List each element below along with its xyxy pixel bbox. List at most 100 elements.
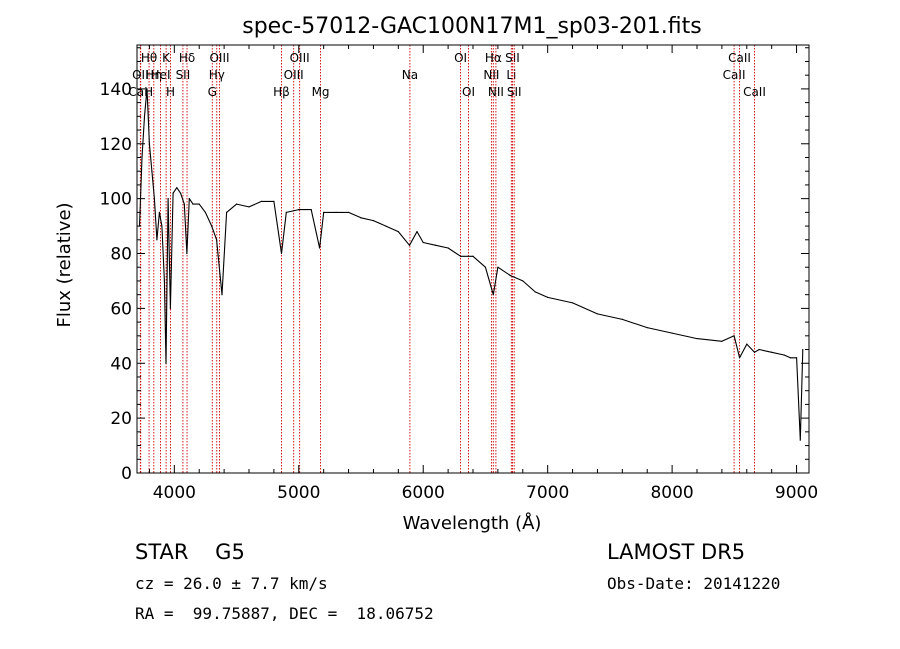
chart-title: spec-57012-GAC100N17M1_sp03-201.fits bbox=[242, 14, 702, 39]
spectrum-point bbox=[758, 348, 760, 351]
spectrum-point bbox=[188, 198, 190, 200]
spectral-line-label: H bbox=[166, 85, 175, 99]
spectrum-point bbox=[771, 351, 773, 353]
spectrum-point bbox=[235, 203, 238, 205]
spectrum-point bbox=[161, 225, 163, 227]
y-tick-label: 140 bbox=[100, 80, 132, 100]
x-tick-label: 7000 bbox=[526, 483, 569, 503]
spectrum-point bbox=[221, 294, 223, 296]
spectral-line-label: HeI bbox=[151, 68, 171, 82]
y-tick-label: 40 bbox=[110, 354, 132, 374]
spectrum-point bbox=[156, 239, 158, 241]
spectral-line-label: Na bbox=[402, 68, 418, 82]
spectral-line-label: OI bbox=[462, 85, 475, 99]
spectrum-point bbox=[447, 247, 449, 249]
spectrum-point bbox=[799, 439, 801, 441]
spectrum-point bbox=[416, 230, 418, 233]
spectral-line-label: OI bbox=[454, 51, 467, 65]
spectrum-point bbox=[285, 211, 287, 213]
spectrum-point bbox=[146, 88, 148, 90]
spectrum-point bbox=[172, 192, 174, 194]
spectral-line-label: Mg bbox=[312, 85, 330, 99]
spectrum-point bbox=[522, 280, 524, 282]
spectrum-point bbox=[347, 211, 350, 213]
spectrum-point bbox=[176, 187, 178, 189]
x-tick-label: 8000 bbox=[650, 483, 693, 503]
spectral-line-label: Hθ bbox=[141, 51, 157, 65]
spectrum-point bbox=[153, 198, 156, 200]
spectral-line-label: Hα bbox=[485, 51, 502, 65]
spectrum-point bbox=[497, 266, 499, 268]
spectrum-point bbox=[148, 143, 151, 145]
x-tick-label: 9000 bbox=[775, 483, 818, 503]
spectrum-point bbox=[360, 217, 362, 219]
spectrum-series bbox=[138, 88, 804, 441]
spectral-line-label: K bbox=[162, 51, 171, 65]
ra-dec-text: RA = 99.75887, DEC = 18.06752 bbox=[135, 604, 434, 623]
spectral-line-label: CaII bbox=[728, 51, 751, 65]
spectrum-point bbox=[192, 203, 194, 205]
survey-name-text: LAMOST DR5 bbox=[607, 540, 746, 564]
spectrum-point bbox=[459, 255, 462, 257]
spectrum-point bbox=[186, 252, 188, 255]
spectrum-point bbox=[248, 206, 250, 208]
spectral-line-label: NII bbox=[483, 68, 499, 82]
spectrum-point bbox=[509, 274, 511, 277]
spectral-line-label: NII bbox=[488, 85, 504, 99]
spectrum-point bbox=[795, 357, 798, 359]
spectrum-point bbox=[158, 211, 160, 213]
spectral-line-label: G bbox=[208, 85, 217, 99]
y-tick-label: 80 bbox=[110, 245, 132, 265]
spectrum-point bbox=[141, 156, 143, 159]
spectrum-point bbox=[547, 296, 549, 299]
spectrum-point bbox=[738, 357, 741, 359]
object-class-text: STAR G5 bbox=[135, 540, 245, 564]
axis-ticks: 4000 5000 6000 7000 8000 9000 0 20 40 60 80 100 120 1… bbox=[100, 45, 818, 503]
spectrum-point bbox=[671, 332, 673, 334]
y-axis-label: Flux (relative) bbox=[54, 202, 75, 327]
y-tick-label: 0 bbox=[121, 464, 132, 484]
spectrum-point bbox=[534, 291, 536, 293]
spectrum-point bbox=[397, 230, 399, 233]
spectrum-chart: spec-57012-GAC100N17M1_sp03-201.fits Hθ O… bbox=[54, 14, 818, 534]
spectrum-point bbox=[151, 170, 153, 172]
spectrum-point bbox=[646, 326, 648, 329]
spectrum-point bbox=[204, 211, 207, 213]
spectral-line-label: Li bbox=[506, 68, 516, 82]
spectral-line-label: CaII bbox=[743, 85, 766, 99]
spectrum-point bbox=[298, 209, 300, 211]
obs-date-text: Obs-Date: 20141220 bbox=[607, 574, 781, 593]
spectrum-point bbox=[183, 203, 185, 205]
x-tick-label: 4000 bbox=[153, 483, 196, 503]
spectrum-point bbox=[216, 239, 218, 241]
spectrum-point bbox=[323, 211, 325, 213]
spectrum-point bbox=[492, 294, 494, 296]
spectrum-point bbox=[596, 313, 599, 315]
x-tick-label: 6000 bbox=[402, 483, 445, 503]
spectrum-point bbox=[408, 244, 411, 246]
spectral-line-label: SII bbox=[507, 85, 522, 99]
y-tick-label: 20 bbox=[110, 409, 132, 429]
spectrum-point bbox=[179, 192, 182, 194]
spectral-line-markers: HθOIIHηCaHHeIKHSIIHδHγGOIIIHβOIIIOIIIMgN… bbox=[128, 45, 766, 473]
spectrum-point bbox=[165, 362, 167, 364]
spectrum-point bbox=[696, 337, 698, 340]
spectrum-point bbox=[435, 244, 437, 246]
spectrum-point bbox=[484, 266, 487, 268]
spectrum-point bbox=[472, 255, 474, 257]
spectral-line-label: CaII bbox=[723, 68, 746, 82]
y-tick-label: 60 bbox=[110, 299, 132, 319]
spectrum-point bbox=[802, 348, 804, 351]
spectrum-point bbox=[280, 252, 283, 255]
spectral-line-label: Hη bbox=[145, 68, 162, 82]
plot-frame bbox=[136, 44, 810, 474]
spectrum-point bbox=[260, 200, 263, 202]
spectrum-point bbox=[621, 318, 623, 320]
spectral-line-label: Hδ bbox=[179, 51, 195, 65]
spectrum-point bbox=[733, 335, 735, 337]
spectrum-line bbox=[138, 88, 804, 441]
spectral-line-label: Hβ bbox=[273, 85, 290, 99]
spectral-line-label: SII bbox=[176, 68, 191, 82]
spectral-line-label: SII bbox=[505, 51, 520, 65]
spectrum-point bbox=[211, 225, 213, 227]
